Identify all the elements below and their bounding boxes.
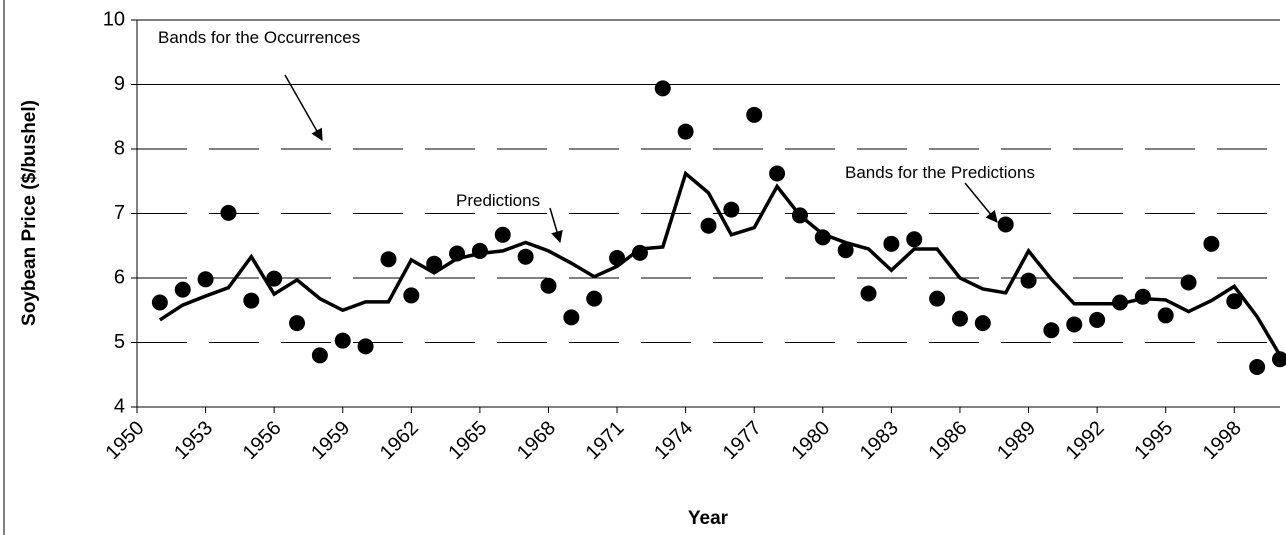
annotation: Predictions <box>456 191 540 210</box>
occurrence-point <box>1272 351 1286 368</box>
x-tick-label: 1968 <box>513 417 560 464</box>
annotation: Bands for the Predictions <box>845 163 1035 182</box>
occurrence-point <box>471 242 488 259</box>
occurrence-point <box>426 255 443 272</box>
x-tick-label: 1992 <box>1062 417 1109 464</box>
x-tick-label: 1950 <box>102 417 149 464</box>
occurrence-point <box>357 338 374 355</box>
occurrence-point <box>403 287 420 304</box>
x-tick-label: 1956 <box>239 417 286 464</box>
annotation: Bands for the Occurrences <box>158 28 360 47</box>
y-tick-label: 8 <box>114 137 125 159</box>
y-tick-label: 7 <box>114 202 125 224</box>
occurrence-point <box>1157 307 1174 324</box>
occurrence-point <box>906 231 923 248</box>
occurrence-point <box>609 250 626 267</box>
occurrence-point <box>677 123 694 140</box>
occurrence-point <box>220 204 237 221</box>
occurrence-point <box>334 332 351 349</box>
x-tick-label: 1989 <box>993 417 1040 464</box>
occurrence-point <box>837 242 854 259</box>
x-tick-label: 1986 <box>924 417 971 464</box>
annotation-arrow <box>284 74 323 142</box>
y-tick-label: 5 <box>114 331 125 353</box>
annotation-arrow <box>549 207 563 244</box>
prediction-line <box>158 170 1282 357</box>
occurrence-point <box>814 229 831 246</box>
occurrence-point <box>449 245 466 262</box>
occurrence-point <box>266 270 283 287</box>
occurrence-point <box>563 309 580 326</box>
occurrence-point <box>1180 274 1197 291</box>
x-tick-label: 1965 <box>444 417 491 464</box>
occurrence-point <box>746 106 763 123</box>
occurrence-point <box>1203 235 1220 252</box>
occurrence-point <box>1226 293 1243 310</box>
occurrence-point <box>997 216 1014 233</box>
y-tick-label: 9 <box>114 73 125 95</box>
occurrence-point <box>197 271 214 288</box>
occurrence-point <box>380 251 397 268</box>
occurrence-point <box>1111 294 1128 311</box>
occurrence-point <box>174 281 191 298</box>
occurrence-point <box>769 165 786 182</box>
occurrence-point <box>974 315 991 332</box>
x-tick-label: 1977 <box>719 417 766 464</box>
occurrence-point <box>1089 311 1106 328</box>
x-tick-label: 1974 <box>650 417 697 464</box>
occurrence-point <box>586 290 603 307</box>
x-axis-title: Year <box>688 508 729 529</box>
y-tick-label: 10 <box>103 8 125 30</box>
occurrence-point <box>1249 359 1266 376</box>
x-tick-label: 1983 <box>856 417 903 464</box>
x-tick-label: 1962 <box>376 417 423 464</box>
x-tick-label: 1959 <box>307 417 354 464</box>
x-tick-label: 1971 <box>582 417 629 464</box>
y-tick-label: 4 <box>114 395 125 417</box>
x-tick-label: 1995 <box>1130 417 1177 464</box>
occurrence-point <box>929 290 946 307</box>
x-tick-label: 1980 <box>787 417 834 464</box>
annotation-arrow <box>964 182 998 223</box>
occurrence-point <box>1020 272 1037 289</box>
occurrence-point <box>289 315 306 332</box>
occurrence-point <box>951 310 968 327</box>
occurrence-point <box>1066 316 1083 333</box>
y-tick-label: 6 <box>114 266 125 288</box>
occurrence-point <box>631 244 648 261</box>
occurrence-point <box>723 201 740 218</box>
occurrence-point <box>791 207 808 224</box>
occurrence-point <box>654 80 671 97</box>
y-axis-title: Soybean Price ($/bushel) <box>19 100 40 326</box>
occurrence-point <box>243 292 260 309</box>
occurrence-point <box>1043 322 1060 339</box>
occurrence-point <box>700 217 717 234</box>
occurrence-point <box>540 277 557 294</box>
x-tick-label: 1998 <box>1199 417 1246 464</box>
occurrence-point <box>494 226 511 243</box>
occurrence-point <box>1134 288 1151 305</box>
occurrence-point <box>517 248 534 265</box>
x-tick-label: 1953 <box>170 417 217 464</box>
occurrence-point <box>151 294 168 311</box>
occurrence-point <box>860 285 877 302</box>
occurrence-point <box>883 235 900 252</box>
occurrence-point <box>311 347 328 364</box>
